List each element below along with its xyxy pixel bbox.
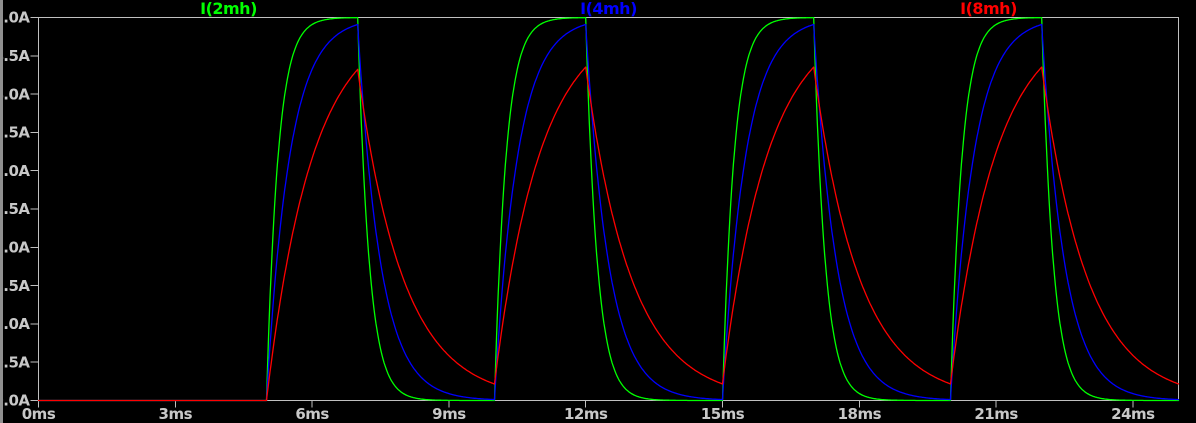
window-edge-strip xyxy=(0,0,3,423)
legend-label-i8mh[interactable]: I(8mh) xyxy=(960,0,1017,18)
y-axis-tick-label: 2.0A xyxy=(0,239,30,257)
y-axis-tick-label: 4.0A xyxy=(0,85,30,103)
axis-labels: 5.0A 4.5A 4.0A 3.5A 3.0A 2.5A 2.0A 1.5A 1.0A 0.5A… xyxy=(0,9,1156,423)
x-axis-tick-label: 18ms xyxy=(838,405,882,423)
plot-border xyxy=(38,17,1179,401)
y-axis-tick-label: 1.5A xyxy=(0,277,30,295)
plot-frame xyxy=(30,17,1179,408)
x-axis-tick-label: 3ms xyxy=(159,405,193,423)
trace-group xyxy=(37,16,1180,402)
y-axis-tick-label: 0.5A xyxy=(0,353,30,371)
legend-label-i2mh[interactable]: I(2mh) xyxy=(200,0,257,18)
legend: I(2mh) I(4mh) I(8mh) xyxy=(200,0,1017,18)
trace-i2mh xyxy=(37,16,1180,402)
y-axis-tick-label: 4.5A xyxy=(0,47,30,65)
y-axis-tick-label: 2.5A xyxy=(0,200,30,218)
x-axis-tick-label: 24ms xyxy=(1111,405,1155,423)
x-axis-tick-label: 6ms xyxy=(295,405,329,423)
y-axis-tick-label: 3.5A xyxy=(0,124,30,142)
x-axis-tick-label: 12ms xyxy=(564,405,608,423)
y-axis-tick-label: 1.0A xyxy=(0,315,30,333)
x-axis-tick-label: 0ms xyxy=(22,405,56,423)
y-axis-tick-label: 3.0A xyxy=(0,162,30,180)
legend-label-i4mh[interactable]: I(4mh) xyxy=(580,0,637,18)
x-axis-tick-label: 15ms xyxy=(701,405,745,423)
y-axis-tick-label: 5.0A xyxy=(0,9,30,27)
x-axis-tick-label: 21ms xyxy=(974,405,1018,423)
trace-i4mh xyxy=(37,23,1180,402)
x-axis-tick-label: 9ms xyxy=(432,405,466,423)
trace-i8mh xyxy=(37,66,1180,402)
y-axis-tick-label: 0.0A xyxy=(0,392,30,410)
